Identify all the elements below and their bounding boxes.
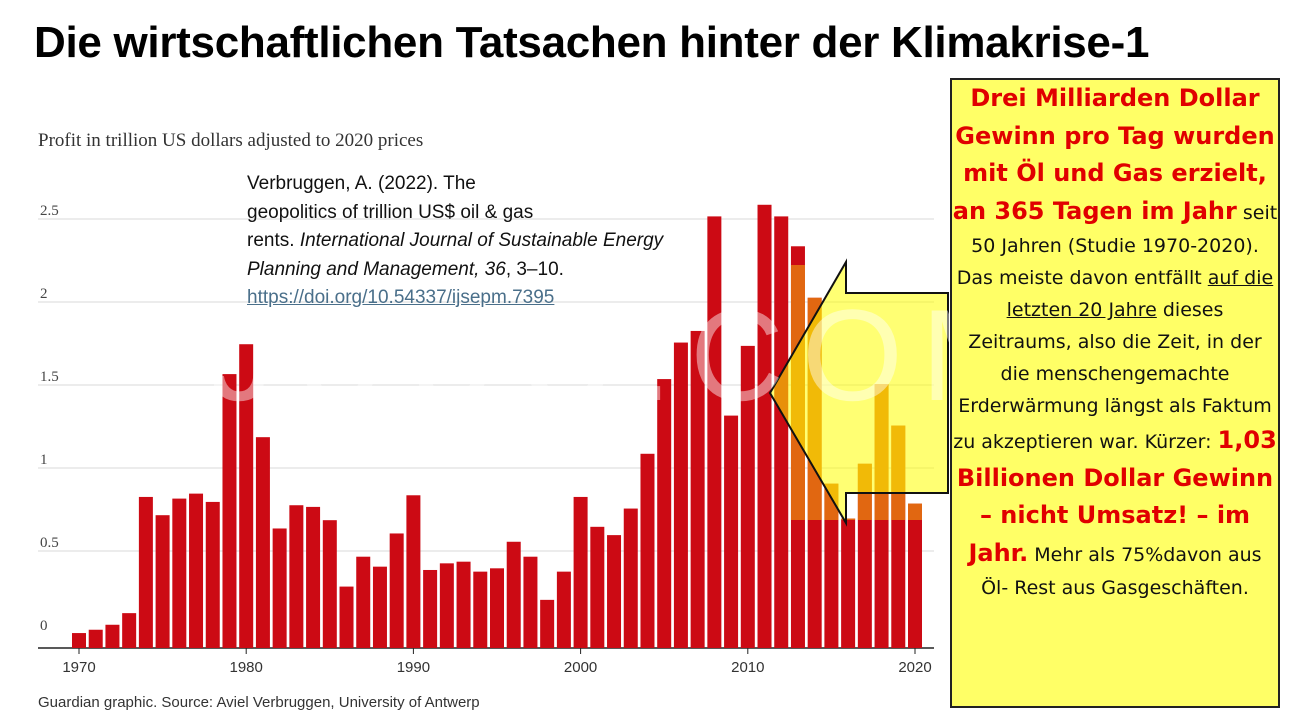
callout-arrow (768, 258, 949, 527)
citation-line-2: geopolitics of trillion US$ oil & gas (247, 201, 534, 223)
bar-1992 (439, 563, 454, 648)
callout-underlined: auf die letzten 20 Jahre (1006, 267, 1274, 321)
bar-1970 (72, 633, 86, 648)
x-tick-label: 1990 (397, 659, 430, 676)
bar-1993 (456, 561, 471, 648)
bar-1983 (289, 505, 304, 648)
bar-2004 (640, 453, 655, 648)
bars (72, 204, 922, 648)
y-tick-label: 1 (40, 452, 48, 468)
citation-pages: , 3–10. (505, 258, 564, 280)
callout-text: Drei Milliarden Dollar Gewinn pro Tag wu… (952, 80, 1278, 604)
doi-link[interactable]: https://doi.org/10.54337/ijsepm.7395 (247, 287, 555, 308)
bar-1999 (556, 571, 571, 648)
bar-2015 (824, 483, 839, 648)
bar-1981 (255, 437, 270, 648)
bar-1979 (222, 374, 237, 648)
citation-body: rents. International Journal of Sustaina… (247, 227, 667, 284)
callout-text-1: seit 50 Jahren (Studie 1970-2020). Das m… (956, 201, 1278, 290)
slide-title: Die wirtschaftlichen Tatsachen hinter de… (34, 18, 1150, 67)
bar-highlight (841, 518, 856, 520)
bar-1982 (272, 528, 287, 648)
bar-2007 (690, 330, 705, 648)
y-tick-label: 0 (40, 618, 48, 634)
bar-2016 (841, 518, 856, 648)
callout-box (950, 78, 1280, 708)
bar-2020 (908, 503, 922, 648)
citation-line-1: Verbruggen, A. (2022). The (247, 173, 476, 194)
x-tick-label: 2000 (564, 659, 597, 676)
bar-1978 (205, 501, 220, 648)
bar-1977 (189, 493, 204, 648)
bar-2010 (740, 345, 755, 648)
bar-1995 (490, 568, 504, 648)
bar-1997 (523, 556, 538, 648)
callout-kurzer: Kürzer: (1144, 431, 1212, 453)
bar-1998 (540, 599, 555, 648)
bar-2005 (657, 379, 672, 648)
bar-1972 (105, 624, 120, 648)
bar-2001 (590, 526, 605, 648)
y-tick-label: 1.5 (40, 369, 59, 385)
bar-1985 (322, 520, 337, 648)
bar-1996 (506, 541, 521, 648)
y-tick-label: 2.5 (40, 203, 59, 219)
x-tick-label: 2020 (898, 659, 931, 676)
x-tick-label: 2010 (731, 659, 764, 676)
bar-2011 (757, 204, 772, 648)
bar-1976 (172, 498, 187, 648)
bar-highlight (908, 503, 922, 520)
citation-journal: International Journal of Sustainable Ene… (247, 230, 664, 280)
callout-text-2: dieses Zeitraums, also die Zeit, in der … (953, 299, 1272, 453)
bar-2008 (707, 216, 722, 648)
x-axis-ticks: 1970 1980 1990 2000 2010 2020 (62, 648, 932, 676)
chart-subtitle: Profit in trillion US dollars adjusted t… (38, 130, 424, 151)
citation: Verbruggen, A. (2022). The geopolitics o… (247, 170, 667, 313)
bar-1988 (372, 566, 387, 648)
bar-2006 (673, 342, 688, 648)
y-tick-label: 0.5 (40, 535, 59, 551)
x-tick-label: 1970 (62, 659, 95, 676)
callout-headline: Drei Milliarden Dollar Gewinn pro Tag wu… (952, 84, 1275, 225)
bar-1973 (122, 613, 137, 648)
bar-1990 (406, 495, 421, 648)
bar-1984 (306, 506, 321, 648)
bar-1989 (389, 533, 404, 648)
bar-1974 (138, 496, 153, 648)
bar-2009 (724, 415, 739, 648)
chart-source: Guardian graphic. Source: Aviel Verbrugg… (38, 694, 480, 711)
x-tick-label: 1980 (230, 659, 263, 676)
y-tick-label: 2 (40, 286, 48, 302)
bar-1986 (339, 586, 354, 648)
bar-1980 (239, 344, 254, 648)
bar-2002 (607, 535, 622, 648)
bar-2012 (774, 216, 789, 648)
bar-1971 (88, 629, 103, 648)
bar-1987 (356, 556, 371, 648)
bar-1975 (155, 515, 170, 648)
bar-2000 (573, 496, 588, 648)
bar-1991 (423, 569, 438, 648)
bar-1994 (473, 571, 488, 648)
callout-footer: Mehr als 75%davon aus Öl- Rest aus Gasge… (981, 543, 1262, 600)
citation-line-3: rents. (247, 230, 295, 251)
y-axis-ticks: 0 0.5 1 1.5 2 2.5 (40, 203, 59, 634)
callout-highlight: 1,03 Billionen Dollar Gewinn – nicht Ums… (956, 426, 1277, 567)
bar-2003 (623, 508, 638, 648)
